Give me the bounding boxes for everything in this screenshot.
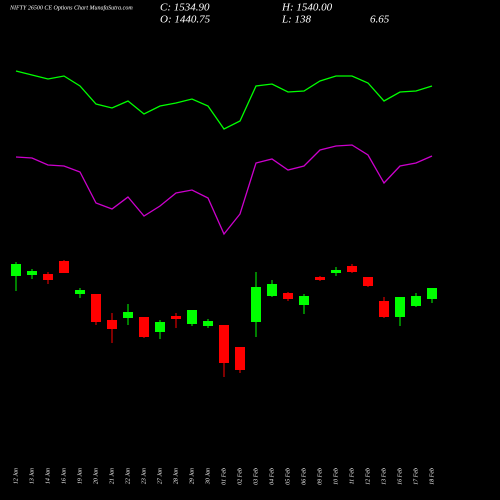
candle-body: [11, 264, 21, 276]
x-tick-label: 13 Jan: [29, 468, 35, 484]
x-tick-label: 05 Feb: [285, 468, 291, 485]
header-open: O: 1440.75: [160, 14, 211, 26]
x-tick-label: 09 Feb: [317, 468, 323, 485]
candle-body: [347, 266, 357, 272]
header-high: H: 1540.00: [281, 2, 333, 14]
candle-body: [315, 277, 325, 280]
candle-body: [59, 261, 69, 273]
candle-body: [139, 317, 149, 337]
x-tick-label: 03 Feb: [253, 468, 259, 485]
x-tick-label: 21 Jan: [109, 468, 115, 484]
x-tick-label: 18 Feb: [429, 468, 435, 485]
x-tick-label: 30 Jan: [205, 468, 211, 485]
candle-body: [171, 316, 181, 319]
x-tick-label: 23 Jan: [141, 468, 147, 484]
x-tick-label: 17 Feb: [413, 468, 419, 485]
x-tick-label: 14 Jan: [44, 468, 51, 484]
x-tick-label: 12 Jan: [13, 468, 19, 484]
candle-body: [75, 290, 85, 294]
chart-title: NIFTY 26500 CE Options Chart MunafaSutra…: [9, 4, 133, 11]
x-tick-label: 01 Feb: [221, 468, 227, 485]
x-tick-label: 06 Feb: [301, 468, 307, 485]
candle-body: [27, 271, 37, 275]
candle-body: [203, 321, 213, 326]
x-tick-label: 22 Jan: [125, 468, 131, 484]
x-tick-label: 13 Feb: [381, 468, 387, 485]
x-tick-label: 29 Jan: [189, 468, 195, 484]
candle-body: [379, 301, 389, 317]
candle-body: [331, 270, 341, 273]
candle-body: [411, 296, 421, 306]
x-tick-label: 28 Jan: [173, 468, 179, 484]
candle-body: [363, 277, 373, 286]
x-tick-label: 27 Jan: [157, 468, 163, 484]
candle-body: [283, 293, 293, 299]
x-tick-label: 02 Feb: [237, 468, 243, 485]
x-tick-label: 19 Jan: [77, 468, 83, 484]
x-tick-label: 12 Feb: [365, 468, 371, 485]
x-tick-label: 20 Jan: [93, 468, 99, 484]
candle-body: [107, 320, 117, 329]
indicator-line: [15, 70, 433, 130]
candle-body: [187, 310, 197, 324]
candle-body: [155, 322, 165, 332]
x-tick-label: 11 Feb: [349, 468, 355, 484]
candle-body: [91, 294, 101, 322]
header-change: 6.65: [370, 14, 390, 26]
candle-body: [235, 347, 245, 370]
candle-body: [43, 274, 53, 280]
x-tick-label: 04 Feb: [268, 468, 275, 485]
candle-body: [219, 325, 229, 363]
indicator-line: [15, 144, 433, 236]
candle-body: [427, 288, 437, 299]
candle-body: [123, 312, 133, 318]
candle-body: [395, 297, 405, 317]
x-tick-label: 10 Feb: [333, 468, 339, 485]
candle-body: [251, 287, 261, 322]
x-tick-label: 16 Feb: [397, 468, 403, 485]
header-low: L: 138: [281, 14, 312, 26]
x-tick-label: 16 Jan: [61, 468, 67, 484]
candle-body: [267, 284, 277, 296]
candle-body: [299, 296, 309, 305]
header-close: C: 1534.90: [160, 2, 210, 14]
